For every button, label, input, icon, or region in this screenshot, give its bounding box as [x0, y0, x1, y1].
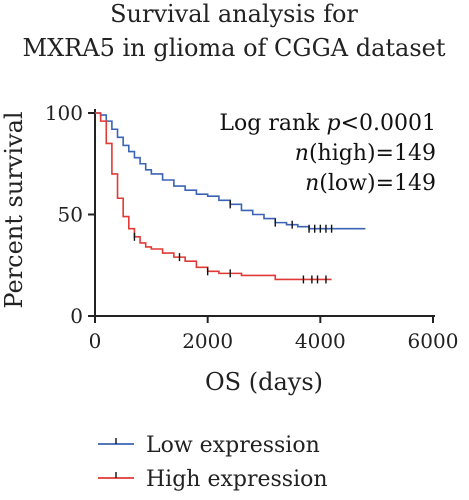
annotation-logrank-p: p: [326, 111, 340, 136]
series-line-high: [95, 112, 332, 281]
y-axis-label: Percent survival: [0, 111, 28, 308]
x-tick-label: 4000: [295, 329, 346, 353]
x-tick-label: 0: [89, 329, 102, 353]
chart-title-line1: Survival analysis for: [110, 0, 358, 28]
x-axis-ticks: 0 2000 4000 6000: [89, 316, 459, 353]
x-tick-label: 6000: [408, 329, 459, 353]
annotation-logrank-a: Log rank: [219, 111, 326, 136]
x-axis-label: OS (days): [205, 368, 323, 396]
legend-label: Low expression: [146, 433, 320, 458]
legend-label: High expression: [146, 467, 328, 492]
annotation-logrank: Log rank p<0.0001: [219, 111, 436, 136]
annotation-n-low: n(low)=149: [305, 171, 436, 196]
y-axis-ticks: 0 50 100: [45, 101, 95, 328]
annotation-logrank-b: <0.0001: [341, 111, 436, 136]
x-tick-label: 2000: [182, 329, 233, 353]
series-line-low: [95, 112, 366, 230]
y-tick-label: 0: [70, 304, 83, 328]
annotation-n-high: n(high)=149: [295, 141, 436, 166]
chart-series: [95, 112, 366, 284]
chart-axes: [94, 109, 435, 317]
chart-title-line2: MXRA5 in glioma of CGGA dataset: [23, 34, 446, 62]
y-tick-label: 100: [45, 101, 83, 125]
chart-legend: Low expression High expression: [98, 433, 328, 492]
y-tick-label: 50: [58, 203, 83, 227]
